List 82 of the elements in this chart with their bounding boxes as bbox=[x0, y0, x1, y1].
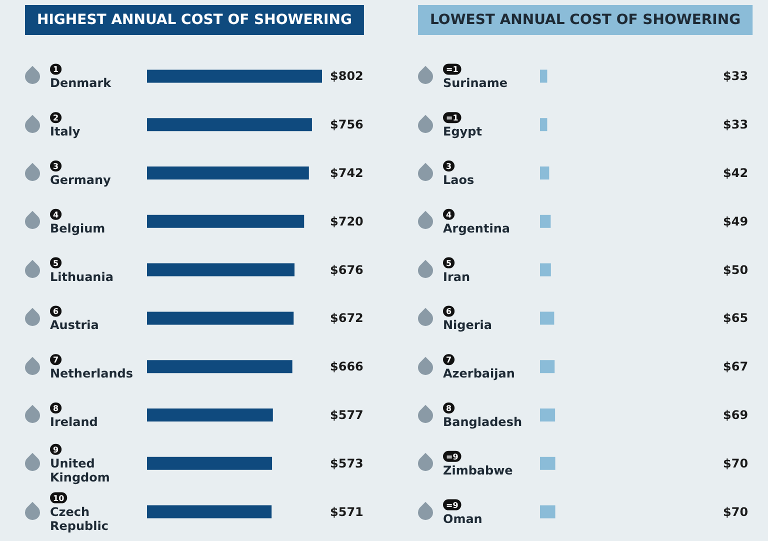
text: 8 bbox=[446, 404, 452, 413]
data-label: $577 bbox=[330, 408, 364, 422]
chart-title: HIGHEST ANNUAL COST OF SHOWERING bbox=[37, 12, 352, 28]
y-tick-label: Ireland bbox=[50, 415, 98, 429]
text: 3 bbox=[446, 162, 452, 171]
y-tick-label: Lithuania bbox=[50, 270, 114, 284]
text: 9 bbox=[53, 445, 59, 454]
data-label: $571 bbox=[330, 504, 364, 519]
bar bbox=[540, 505, 556, 518]
y-tick-label: Oman bbox=[443, 512, 482, 526]
bar bbox=[147, 505, 272, 518]
data-label: $33 bbox=[723, 69, 748, 84]
text: 5 bbox=[446, 258, 452, 268]
y-tick-label: Azerbaijan bbox=[443, 366, 515, 381]
text: =1 bbox=[446, 65, 459, 74]
y-tick-label: Czech Republic bbox=[50, 504, 108, 533]
y-tick-label: Egypt bbox=[443, 124, 482, 139]
bar bbox=[540, 360, 555, 374]
bar bbox=[147, 408, 273, 422]
y-tick-label: Netherlands bbox=[50, 366, 134, 381]
bar bbox=[147, 214, 304, 228]
data-label: $666 bbox=[330, 360, 364, 374]
text: =9 bbox=[446, 452, 459, 462]
y-tick-label: Austria bbox=[50, 318, 99, 332]
text: 3 bbox=[53, 162, 59, 171]
bar bbox=[147, 166, 309, 180]
text: 7 bbox=[446, 356, 452, 365]
data-label: $42 bbox=[723, 166, 748, 180]
text: 2 bbox=[53, 114, 59, 123]
data-label: $720 bbox=[330, 214, 364, 228]
bar bbox=[147, 70, 322, 83]
data-label: $49 bbox=[723, 214, 748, 228]
data-label: $802 bbox=[330, 69, 364, 84]
y-tick-label: United Kingdom bbox=[50, 456, 110, 484]
y-tick-label: Denmark bbox=[50, 76, 112, 90]
bar bbox=[540, 166, 550, 180]
bar bbox=[147, 118, 312, 132]
text: 4 bbox=[53, 210, 59, 220]
bar bbox=[540, 263, 551, 276]
bar bbox=[147, 312, 294, 325]
bar bbox=[540, 408, 556, 422]
data-label: $676 bbox=[330, 262, 364, 277]
bar bbox=[147, 456, 272, 470]
bar bbox=[540, 70, 548, 83]
bar bbox=[540, 312, 554, 325]
data-label: $69 bbox=[723, 408, 748, 422]
y-tick-label: Argentina bbox=[443, 221, 510, 236]
text: 10 bbox=[53, 494, 65, 503]
y-tick-label: Germany bbox=[50, 173, 112, 187]
text: 8 bbox=[53, 404, 59, 413]
bar bbox=[540, 214, 551, 228]
data-label: $70 bbox=[723, 456, 748, 470]
data-label: $573 bbox=[330, 456, 364, 470]
y-tick-label: Bangladesh bbox=[443, 415, 522, 429]
y-tick-label: Laos bbox=[443, 173, 474, 187]
text: 6 bbox=[53, 307, 59, 316]
data-label: $67 bbox=[723, 360, 748, 374]
data-label: $742 bbox=[330, 166, 364, 180]
data-label: $672 bbox=[330, 311, 364, 326]
text: 4 bbox=[446, 210, 452, 220]
data-label: $65 bbox=[723, 311, 748, 326]
y-tick-label: Nigeria bbox=[443, 318, 492, 332]
data-label: $756 bbox=[330, 118, 364, 132]
text: LOWEST ANNUAL COST OF SHOWERING bbox=[430, 12, 741, 28]
data-label: $33 bbox=[723, 118, 748, 132]
bar bbox=[147, 360, 292, 374]
text: =9 bbox=[446, 500, 459, 510]
data-label: $70 bbox=[723, 504, 748, 519]
y-tick-label: Suriname bbox=[443, 76, 508, 90]
data-label: $50 bbox=[723, 262, 748, 277]
text: 7 bbox=[53, 356, 59, 365]
y-tick-label: Iran bbox=[443, 270, 470, 284]
text: 1 bbox=[53, 65, 59, 74]
y-tick-label: Italy bbox=[50, 124, 80, 139]
y-tick-label: Zimbabwe bbox=[443, 463, 513, 478]
text: =1 bbox=[446, 114, 459, 123]
bar bbox=[540, 118, 548, 132]
bar bbox=[147, 263, 295, 276]
text: 6 bbox=[446, 307, 452, 316]
bar bbox=[540, 456, 556, 470]
y-tick-label: Belgium bbox=[50, 221, 106, 236]
text: 5 bbox=[53, 258, 59, 268]
